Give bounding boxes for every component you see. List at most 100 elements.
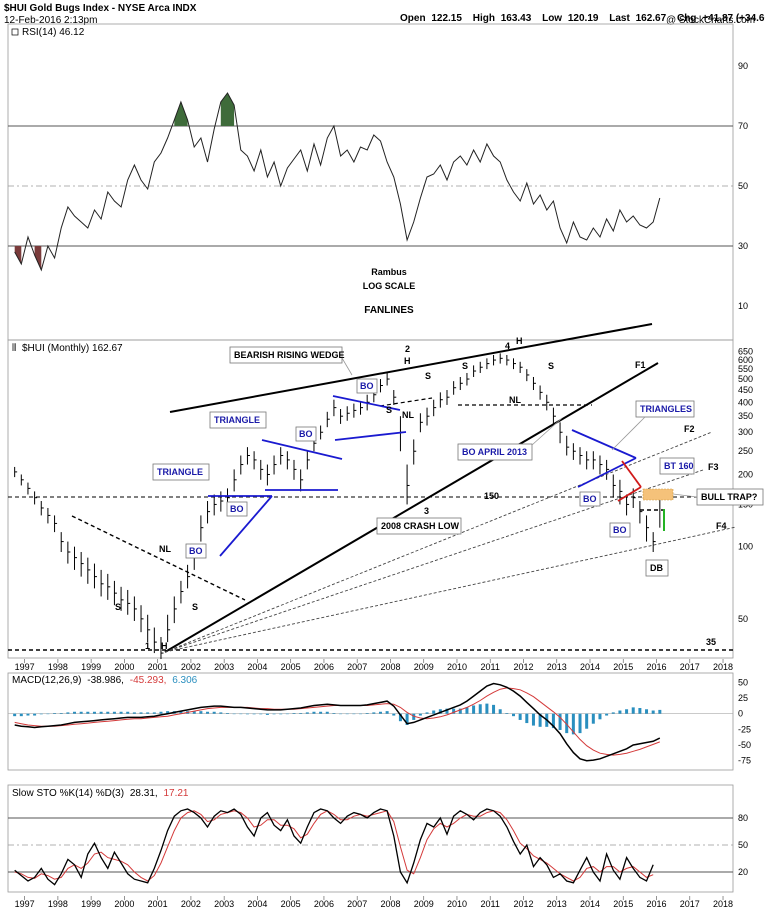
rsi-oversold-fill bbox=[34, 246, 42, 270]
label-triangle-2-box bbox=[209, 411, 267, 429]
macd-hist-bar bbox=[159, 711, 163, 714]
macd-hist-bar bbox=[192, 711, 196, 714]
macd-hist-bar bbox=[285, 713, 289, 715]
sto-legend-text: Slow STO %K(14) %D(3) 28.31, 17.21 bbox=[12, 788, 189, 799]
price-x-tick-label: 2013 bbox=[547, 662, 567, 672]
macd-hist-bar bbox=[445, 708, 449, 714]
sto-x-tick-label: 2010 bbox=[447, 899, 467, 909]
sto-x-tick-label: 2003 bbox=[214, 899, 234, 909]
macd-hist-bar bbox=[53, 713, 57, 714]
price-x-tick-label: 2001 bbox=[148, 662, 168, 672]
sto-axis: 20 50 80 bbox=[8, 813, 748, 877]
label-bull-trap-pointer bbox=[672, 493, 698, 498]
rsi-extreme-fill bbox=[14, 93, 235, 270]
price-x-tick-label: 2017 bbox=[680, 662, 700, 672]
label-bo-6-box bbox=[609, 522, 631, 538]
rsi-line bbox=[14, 92, 661, 272]
chg-label: Chg bbox=[677, 13, 696, 24]
macd-hist-bar bbox=[312, 711, 316, 714]
macd-hist-bar bbox=[339, 713, 343, 715]
price-x-tick-label: 1999 bbox=[81, 662, 101, 672]
price-x-tick-label: 2007 bbox=[347, 662, 367, 672]
macd-hist-bar bbox=[219, 712, 223, 714]
label-f2: F2 bbox=[684, 424, 695, 434]
macd-hist-bar bbox=[106, 711, 110, 714]
macd-hist-bar bbox=[126, 711, 130, 714]
macd-hist-bar bbox=[325, 711, 329, 714]
sto-x-tick-label: 2004 bbox=[247, 899, 267, 909]
macd-hist-bar bbox=[292, 713, 296, 714]
label-bo-6: BO bbox=[613, 525, 627, 535]
price-x-axis: 1997 1998 1999 2000 2001 2002 2003 2004 2005 2006… bbox=[15, 659, 733, 672]
fanline-f2 bbox=[164, 431, 713, 653]
macd-legend-signal: -45.293, bbox=[130, 675, 167, 686]
macd-hist-bar bbox=[518, 713, 522, 720]
price-tick-label: 50 bbox=[738, 614, 748, 624]
sto-x-tick-label: 1997 bbox=[15, 899, 35, 909]
macd-hist-bar bbox=[618, 710, 622, 714]
macd-hist-bar bbox=[166, 711, 170, 714]
sto-x-tick-label: 2013 bbox=[547, 899, 567, 909]
macd-line bbox=[14, 682, 661, 762]
price-x-tick-label: 2014 bbox=[580, 662, 600, 672]
high-label: High bbox=[473, 13, 495, 24]
macd-legend-prefix: MACD(12,26,9) bbox=[12, 675, 81, 686]
chart-header: $HUI Gold Bugs Index - NYSE Arca INDX 12… bbox=[4, 3, 765, 26]
label-bo-2-box bbox=[226, 501, 248, 517]
price-tick-label: 100 bbox=[738, 542, 753, 552]
price-legend-icon: ⫴ bbox=[12, 343, 16, 354]
label-bo-april-2013: BO APRIL 2013 bbox=[462, 447, 527, 457]
macd-hist-bar bbox=[19, 713, 23, 717]
macd-hist-bar bbox=[578, 713, 582, 734]
label-triangles-pointer bbox=[611, 416, 646, 451]
macd-hist-bar bbox=[345, 713, 349, 715]
macd-hist-bar bbox=[359, 713, 363, 715]
label-bo-5: BO bbox=[583, 494, 597, 504]
label-num-2: 2 bbox=[405, 344, 410, 354]
chart-notes: Rambus LOG SCALE FANLINES bbox=[363, 267, 416, 316]
label-wedge: BEARISH RISING WEDGE bbox=[234, 350, 345, 360]
downtrend-line bbox=[71, 515, 246, 601]
macd-hist-bar bbox=[352, 713, 356, 715]
label-num-1: 1 bbox=[145, 641, 150, 651]
label-h-1: H bbox=[161, 641, 168, 651]
triangle-4-bottom bbox=[577, 457, 637, 488]
macd-hist-bar bbox=[645, 709, 649, 714]
macd-tick-label: 25 bbox=[738, 693, 748, 703]
label-num-4: 4 bbox=[505, 341, 510, 351]
macd-hist-bar bbox=[66, 712, 70, 714]
sto-legend-d: 17.21 bbox=[163, 788, 188, 799]
rsi-legend-icon bbox=[11, 28, 19, 36]
price-tick-label: 550 bbox=[738, 364, 753, 374]
macd-hist-bar bbox=[512, 713, 516, 717]
macd-hist-bar bbox=[225, 713, 229, 714]
macd-hist-bar bbox=[139, 712, 143, 714]
label-s-1: S bbox=[115, 602, 121, 612]
price-tick-label: 500 bbox=[738, 374, 753, 384]
label-s-5: S bbox=[462, 361, 468, 371]
label-level-35: 35 bbox=[706, 637, 716, 647]
sto-x-tick-label: 2016 bbox=[646, 899, 666, 909]
price-bars bbox=[14, 353, 663, 660]
label-level-150: 150 bbox=[484, 491, 499, 501]
rsi-tick-label: 70 bbox=[738, 121, 748, 131]
sto-x-tick-label: 2006 bbox=[314, 899, 334, 909]
fanline-f3 bbox=[164, 469, 704, 653]
watermark: @ StockCharts.com bbox=[666, 15, 755, 26]
price-tick-label: 450 bbox=[738, 385, 753, 395]
bull-trap-zone bbox=[642, 488, 674, 501]
macd-hist-bar bbox=[538, 713, 542, 727]
rsi-tick-label: 10 bbox=[738, 301, 748, 311]
macd-hist-bar bbox=[611, 712, 615, 714]
sto-x-tick-label: 2001 bbox=[148, 899, 168, 909]
sto-tick-label: 20 bbox=[738, 867, 748, 877]
macd-tick-label: -75 bbox=[738, 756, 751, 766]
macd-hist-bar bbox=[492, 704, 496, 714]
rsi-panel bbox=[7, 23, 734, 341]
label-wedge-box bbox=[229, 346, 343, 364]
macd-panel bbox=[7, 672, 734, 771]
price-axis: 50100150200250300350400450500550600650 bbox=[738, 347, 753, 624]
sto-legend-k: 28.31, bbox=[130, 788, 158, 799]
sto-x-tick-label: 2018 bbox=[713, 899, 733, 909]
